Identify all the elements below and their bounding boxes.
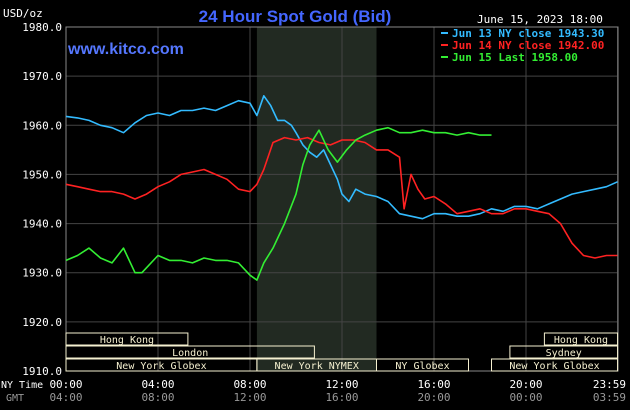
market-bar-label: Hong Kong [100,335,154,346]
date-label: June 15, 2023 18:00 [477,13,603,26]
x-tick-label-ny: 23:59 [593,378,626,391]
grid [65,26,619,372]
ny-time-label: NY Time [1,380,43,391]
unit-label: USD/oz [3,7,43,20]
x-tick-label-gmt: 08:00 [141,391,174,404]
legend-entry: Jun 14 NY close 1942.00 [452,39,604,52]
x-axis: 00:0004:0004:0008:0008:0012:0012:0016:00… [49,378,626,404]
market-bar [65,345,315,359]
x-tick-label-gmt: 00:00 [509,391,542,404]
market-bar [65,332,189,346]
x-tick-label-gmt: 12:00 [233,391,266,404]
market-bar [376,358,469,372]
y-tick-label: 1960.0 [22,119,62,132]
nymex-shaded-region [256,27,377,371]
series-line [65,136,618,259]
price-series [65,95,618,281]
x-tick-label-gmt: 04:00 [49,391,82,404]
market-bar [491,358,619,372]
market-bar [509,345,619,359]
y-tick-label: 1930.0 [22,267,62,280]
y-axis: 1910.0 1920.0 1930.0 1940.0 1950.0 1960.0 1970… [22,21,62,378]
market-bar-label: London [172,348,208,359]
x-tick-label-ny: 20:00 [509,378,542,391]
chart-title: 24 Hour Spot Gold (Bid) [199,7,392,26]
market-bar-label: New York Globex [116,361,206,372]
gmt-label: GMT [6,393,24,404]
y-tick-label: 1950.0 [22,168,62,181]
x-tick-label-ny: 00:00 [49,378,82,391]
market-hours-bars: Hong Kong London New York Globex New York N… [65,332,619,372]
x-tick-label-gmt: 03:59 [593,391,626,404]
x-tick-label-ny: 08:00 [233,378,266,391]
series-line [65,95,618,220]
y-tick-label: 1910.0 [22,365,62,378]
series-line [65,126,492,281]
watermark: www.kitco.com [67,41,184,58]
shade-rect [256,27,377,371]
market-bar-label: NY Globex [395,361,449,372]
x-tick-label-ny: 16:00 [417,378,450,391]
y-tick-label: 1970.0 [22,70,62,83]
market-bar-label: Hong Kong [554,335,608,346]
x-tick-label-gmt: 16:00 [325,391,358,404]
market-bar-label: New York NYMEX [275,361,359,372]
legend-entry: Jun 13 NY close 1943.30 [452,27,604,40]
x-tick-label-ny: 04:00 [141,378,174,391]
y-tick-label: 1920.0 [22,316,62,329]
market-bar-label: New York Globex [509,361,599,372]
y-tick-label: 1940.0 [22,218,62,231]
market-bar [543,332,619,346]
market-bar-label: Sydney [546,348,582,359]
legend-entry: Jun 15 Last 1958.00 [452,51,578,64]
x-tick-label-ny: 12:00 [325,378,358,391]
x-tick-label-gmt: 20:00 [417,391,450,404]
y-tick-label: 1980.0 [22,21,62,34]
